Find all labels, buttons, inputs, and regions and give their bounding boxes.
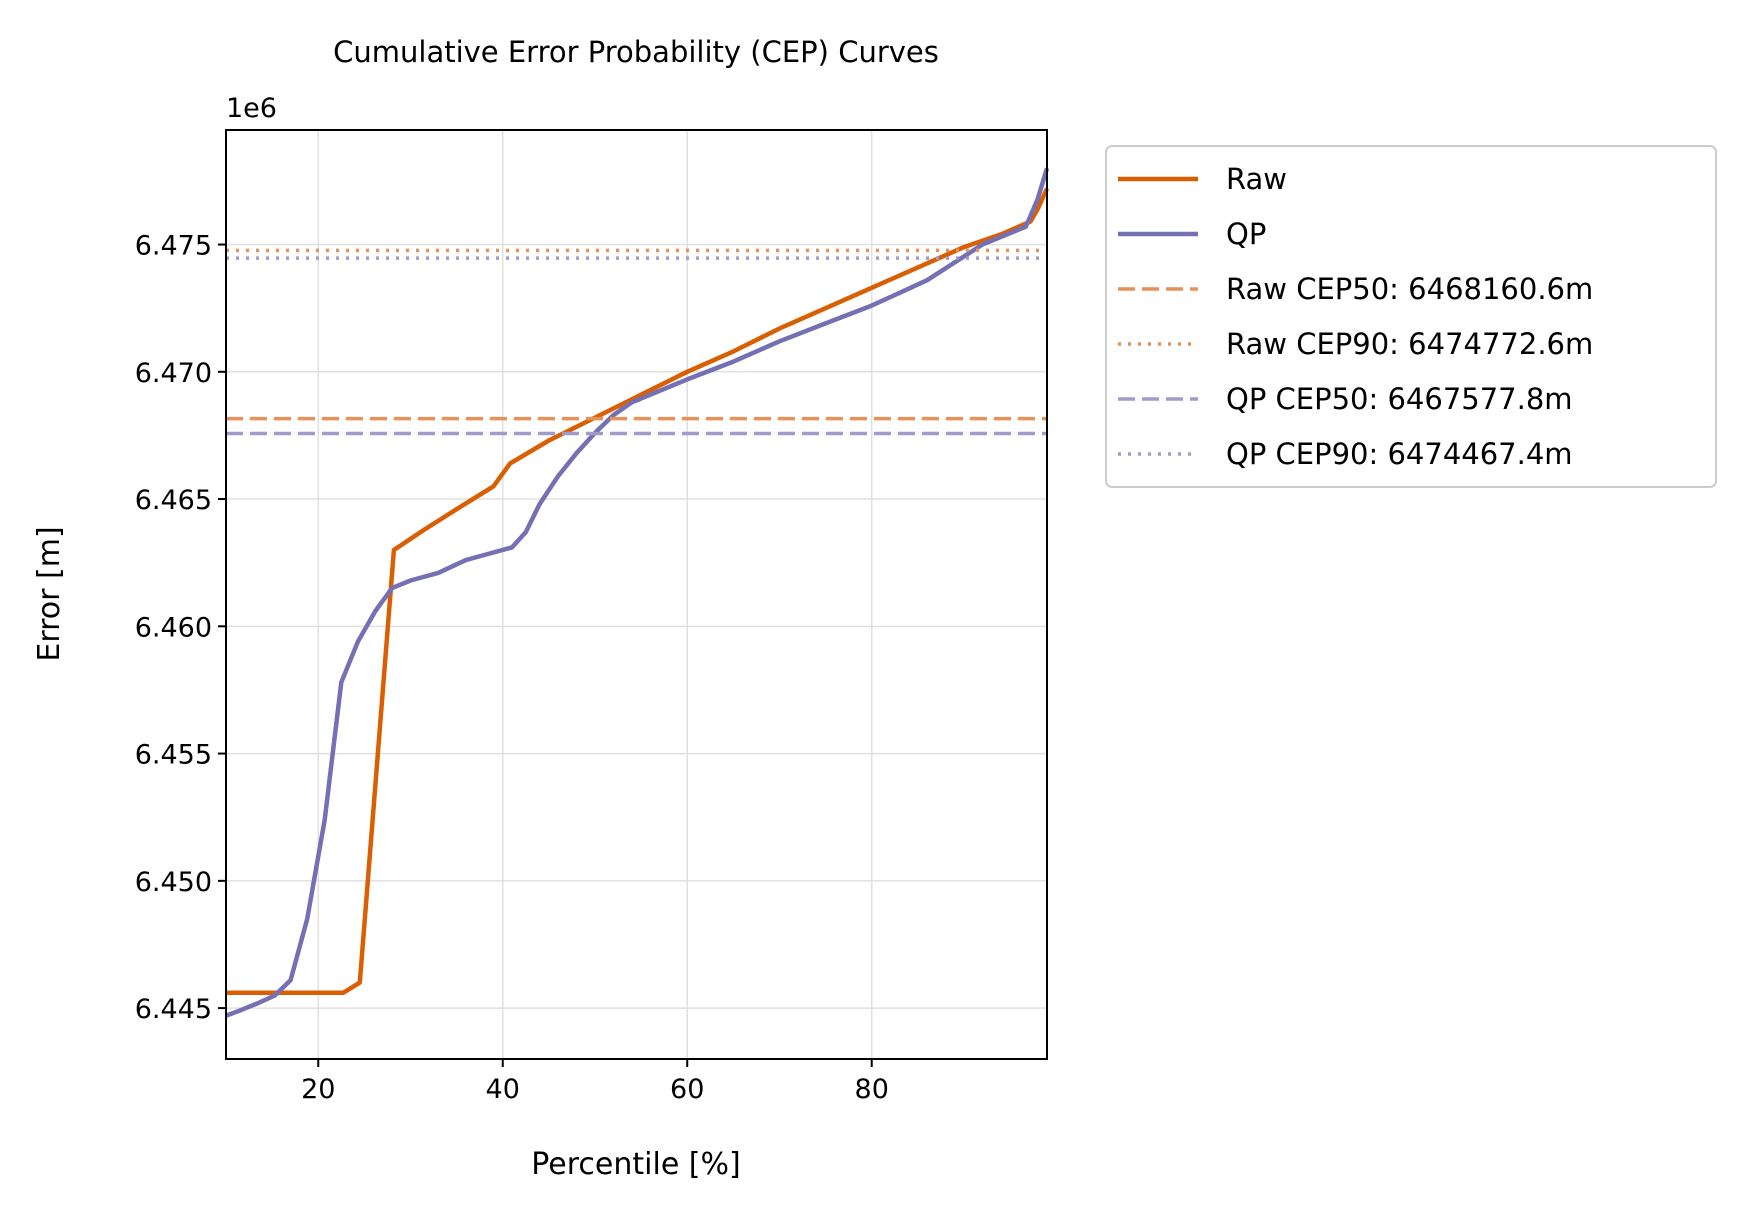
legend: Raw QP Raw CEP50: 6468160.6m Raw CEP90: 647… <box>1105 145 1717 488</box>
chart-title: Cumulative Error Probability (CEP) Curve… <box>333 35 939 69</box>
y-axis-label: Error [m] <box>32 526 67 661</box>
legend-label: Raw CEP90: 6474772.6m <box>1226 327 1593 361</box>
x-tick-label: 60 <box>670 1074 704 1105</box>
legend-box <box>1105 145 1717 488</box>
grid-lines <box>226 130 1047 1059</box>
x-tick-label: 80 <box>855 1074 889 1105</box>
y-tick-label: 6.455 <box>135 740 212 771</box>
y-tick-label: 6.460 <box>135 612 212 643</box>
legend-label: QP <box>1226 217 1266 251</box>
series-line-raw <box>226 187 1050 996</box>
y-tick-label: 6.465 <box>135 485 212 516</box>
y-tick-label: 6.445 <box>135 994 212 1025</box>
legend-label: QP CEP50: 6467577.8m <box>1226 382 1573 416</box>
y-tick-label: 6.470 <box>135 358 212 389</box>
y-axis-offset-label: 1e6 <box>226 93 277 124</box>
legend-label: QP CEP90: 6474467.4m <box>1226 437 1573 471</box>
series-line-qp <box>225 167 1050 1018</box>
x-tick-label: 40 <box>486 1074 520 1105</box>
axis-ticks: 20 40 60 80 6.445 6.450 6.455 6.460 6.465 6.470 6.… <box>135 231 889 1105</box>
legend-label: Raw CEP50: 6468160.6m <box>1226 272 1593 306</box>
y-tick-label: 6.475 <box>135 231 212 262</box>
plot-area-frame <box>225 129 1048 1060</box>
y-tick-label: 6.450 <box>135 867 212 898</box>
legend-label: Raw <box>1226 162 1287 196</box>
plot-lines <box>225 167 1050 1018</box>
x-tick-label: 20 <box>301 1074 335 1105</box>
x-axis-label: Percentile [%] <box>531 1147 740 1182</box>
